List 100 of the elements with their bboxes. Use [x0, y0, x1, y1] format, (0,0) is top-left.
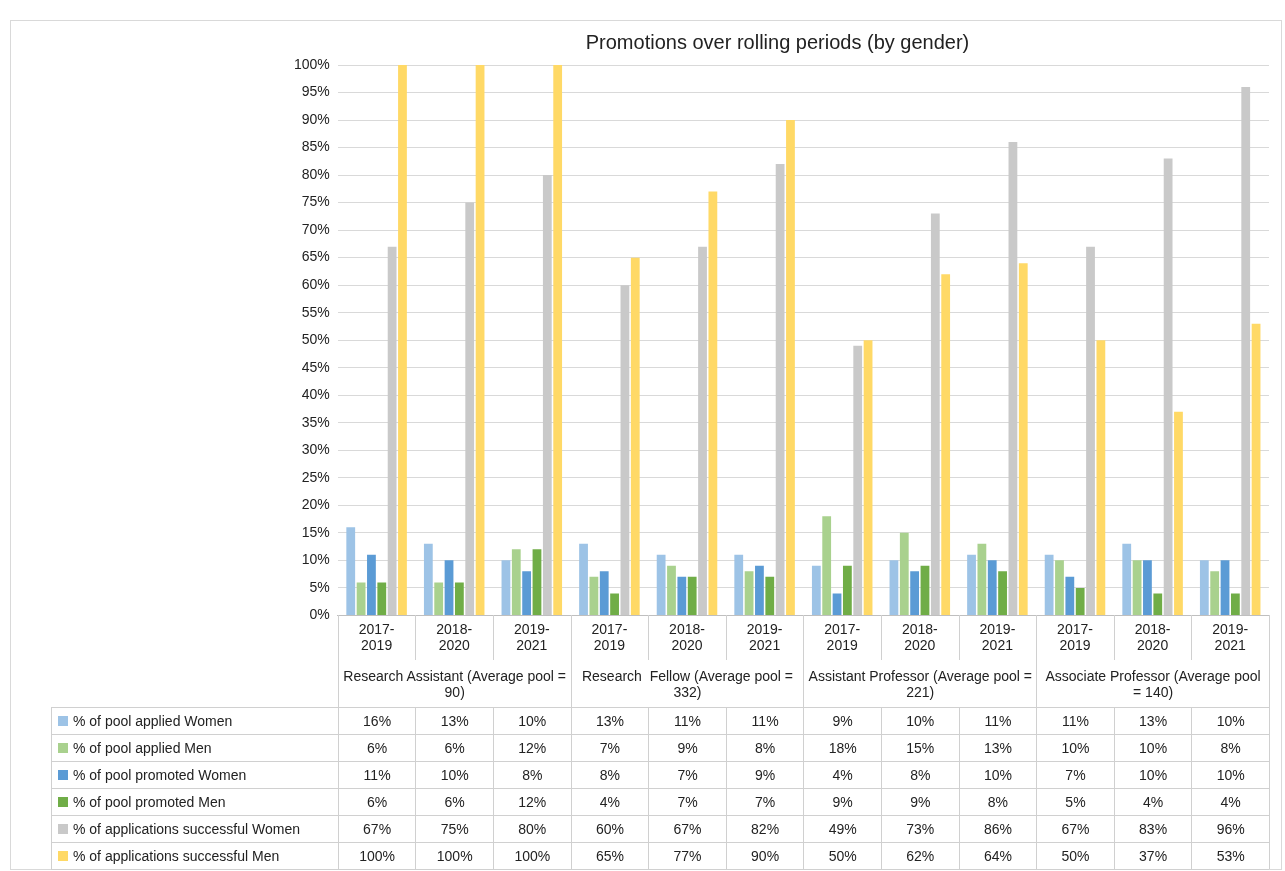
data-label: 90% — [725, 842, 804, 870]
data-label: 8% — [958, 788, 1037, 816]
bar — [367, 554, 376, 615]
bar — [899, 532, 909, 615]
x-tick-label: 2018-2020 — [901, 620, 939, 654]
data-label: 6% — [337, 734, 416, 762]
bar — [398, 65, 407, 615]
data-label: 100% — [337, 842, 416, 870]
y-tick-label: 55% — [301, 303, 330, 320]
bar — [744, 571, 754, 615]
bar — [889, 560, 899, 615]
data-label: 8% — [725, 734, 804, 762]
bar — [842, 565, 852, 615]
bar — [708, 191, 718, 615]
bar — [765, 576, 775, 615]
bar — [579, 543, 588, 615]
data-label: 10% — [881, 707, 959, 735]
data-label: 37% — [1113, 842, 1192, 870]
data-label: 9% — [725, 761, 804, 789]
data-label: 100% — [493, 842, 571, 870]
data-label: 67% — [648, 815, 726, 843]
legend-label: % of pool promoted Men — [51, 788, 338, 816]
bar — [532, 549, 542, 615]
bar — [553, 65, 563, 615]
data-label: 7% — [725, 788, 804, 816]
legend-label: % of pool promoted Women — [51, 761, 338, 789]
x-tick-label: 2017-2019 — [591, 620, 628, 654]
bar — [610, 593, 619, 615]
bar — [977, 543, 987, 615]
data-label: 77% — [648, 842, 726, 870]
data-label: 83% — [1113, 815, 1192, 843]
y-tick-label: 45% — [301, 358, 330, 375]
data-label: 96% — [1191, 815, 1269, 843]
y-tick-label: 25% — [301, 468, 330, 485]
bar — [967, 554, 976, 615]
bar — [434, 582, 444, 615]
data-label: 8% — [1191, 734, 1269, 762]
data-label: 73% — [881, 815, 959, 843]
data-label: 9% — [648, 734, 726, 762]
data-label: 50% — [803, 842, 881, 870]
x-tick-label: 2019-2021 — [1212, 620, 1249, 654]
y-tick-label: 70% — [301, 220, 330, 237]
data-label: 10% — [1113, 734, 1192, 762]
data-label: 86% — [958, 815, 1037, 843]
bar — [444, 560, 454, 615]
bar — [1044, 554, 1054, 615]
bar — [501, 560, 511, 615]
x-tick-label: 2019-2021 — [746, 620, 783, 654]
x-tick-label: 2017-2019 — [358, 620, 395, 654]
bar — [656, 554, 666, 615]
data-label: 13% — [570, 707, 649, 735]
data-label: 9% — [803, 707, 881, 735]
legend-label: % of pool applied Men — [51, 734, 338, 762]
data-label: 10% — [415, 761, 493, 789]
bar — [832, 593, 842, 615]
bar — [941, 274, 951, 615]
data-label: 6% — [415, 788, 493, 816]
data-label: 7% — [1036, 761, 1114, 789]
bar — [998, 571, 1007, 615]
bar — [1075, 587, 1085, 615]
data-label: 15% — [881, 734, 959, 762]
data-label: 64% — [958, 842, 1037, 870]
bar — [1210, 571, 1220, 615]
bar — [910, 571, 920, 615]
y-tick-label: 65% — [301, 248, 330, 265]
bar — [1199, 560, 1209, 615]
data-label: 11% — [1036, 707, 1114, 735]
y-tick-label: 30% — [301, 441, 330, 458]
y-tick-label: 60% — [301, 276, 330, 293]
bar — [1055, 560, 1064, 615]
data-label: 7% — [648, 761, 726, 789]
y-tick-label: 5% — [309, 578, 330, 595]
data-label: 80% — [493, 815, 571, 843]
data-label: 8% — [493, 761, 571, 789]
data-label: 10% — [1113, 761, 1192, 789]
data-label: 12% — [493, 788, 571, 816]
data-label: 4% — [1191, 788, 1269, 816]
bar — [1096, 340, 1106, 615]
data-label: 16% — [337, 707, 416, 735]
data-label: 9% — [881, 788, 959, 816]
data-label: 62% — [881, 842, 959, 870]
data-label: 13% — [958, 734, 1037, 762]
y-tick-label: 10% — [301, 551, 330, 568]
x-tick-label: 2018-2020 — [1134, 620, 1171, 654]
y-tick-label: 75% — [301, 193, 330, 210]
text: Associate Professor (Average pool = 140) — [1036, 660, 1269, 708]
data-label: 50% — [1036, 842, 1114, 870]
data-label: 67% — [337, 815, 416, 843]
bar — [1251, 323, 1261, 615]
bar — [511, 549, 521, 615]
bar — [667, 565, 676, 615]
data-label: 4% — [1113, 788, 1192, 816]
data-label: 82% — [725, 815, 804, 843]
y-tick-label: 0% — [309, 606, 330, 623]
bar — [1220, 560, 1230, 615]
x-tick-label: 2019-2021 — [979, 620, 1016, 654]
y-tick-label: 20% — [301, 496, 330, 513]
legend-label: % of pool applied Women — [51, 707, 338, 735]
bar — [356, 582, 366, 615]
data-label: 10% — [493, 707, 571, 735]
